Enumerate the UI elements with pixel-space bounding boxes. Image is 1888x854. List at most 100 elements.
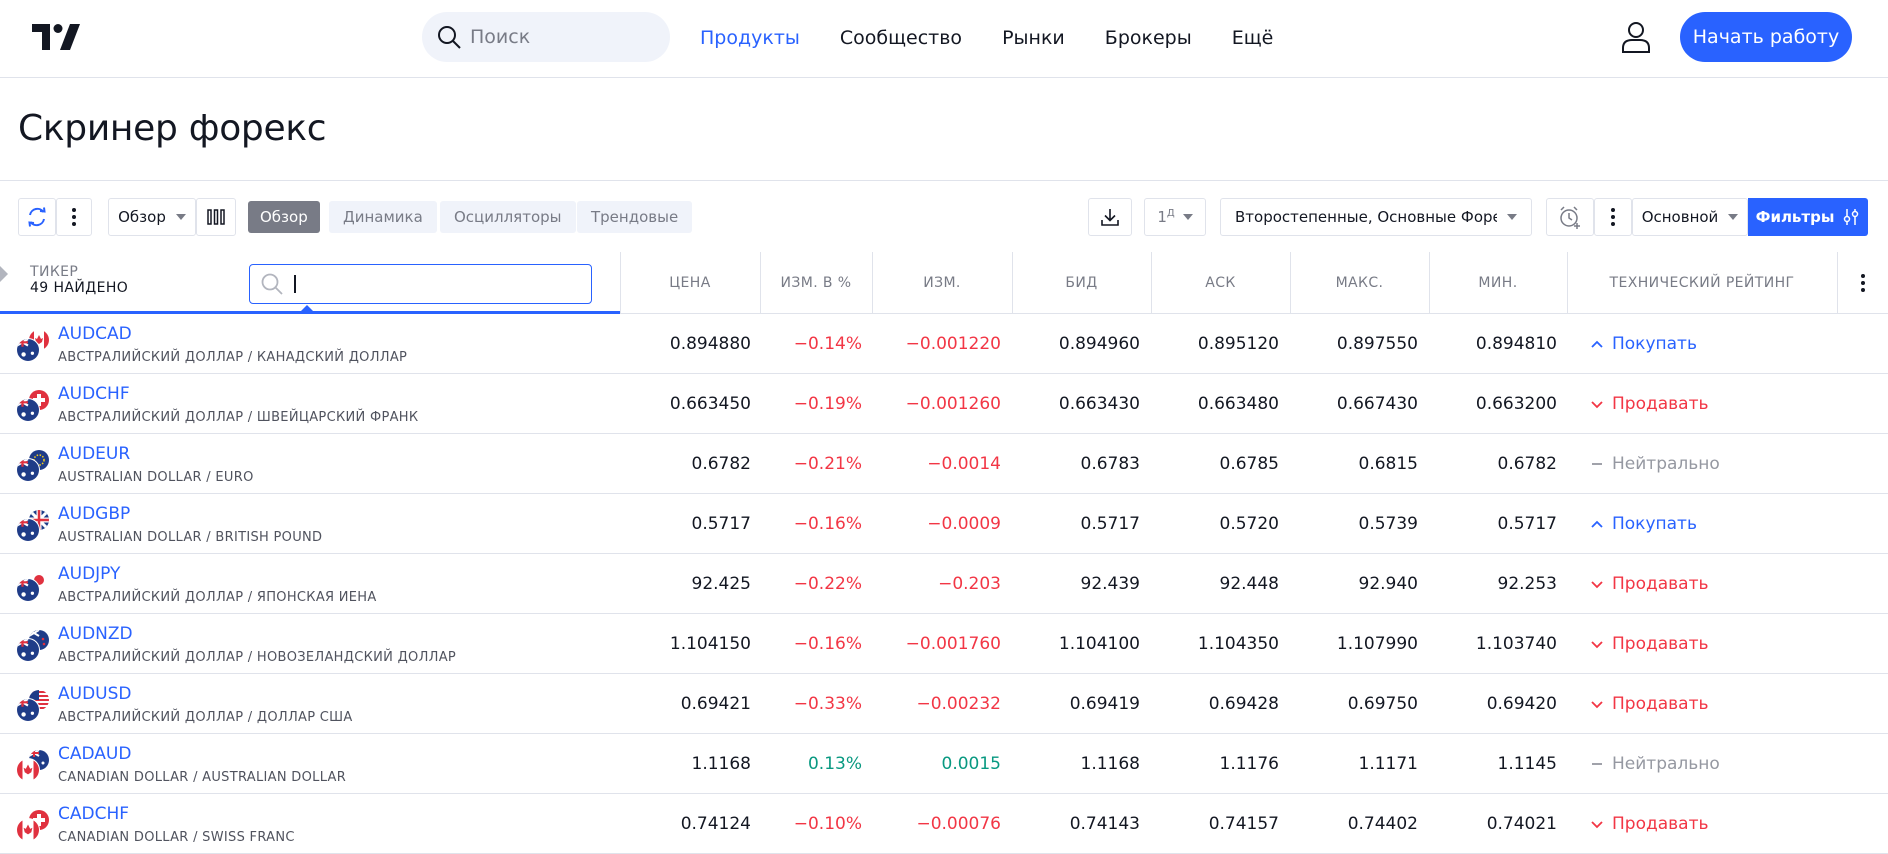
ticker-symbol-link[interactable]: AUDEUR xyxy=(58,444,131,464)
cell-price: 0.74124 xyxy=(680,814,751,834)
cell-high: 0.6815 xyxy=(1358,454,1418,474)
cell-change-pct: −0.19% xyxy=(793,394,862,414)
table-row[interactable]: CADCHF CANADIAN DOLLAR / SWISS FRANC 0.741… xyxy=(0,794,1888,854)
ticker-description: AUSTRALIAN DOLLAR / BRITISH POUND xyxy=(58,530,323,545)
cell-low: 0.663200 xyxy=(1475,394,1557,414)
ticker-symbol-link[interactable]: AUDJPY xyxy=(58,564,121,584)
table-row[interactable]: AUDNZD АВСТРАЛИЙСКИЙ ДОЛЛАР / НОВОЗЕЛАНДС… xyxy=(0,614,1888,674)
refresh-button[interactable] xyxy=(18,198,56,236)
global-search[interactable]: Поиск xyxy=(422,12,670,62)
cell-ask: 0.6785 xyxy=(1219,454,1279,474)
cell-high: 0.667430 xyxy=(1336,394,1418,414)
col-high[interactable]: МАКС. xyxy=(1335,275,1384,291)
tech-rating: Покупать xyxy=(1590,494,1697,554)
panel-toggle-icon[interactable] xyxy=(0,266,8,282)
tab-trends[interactable]: Трендовые xyxy=(577,201,693,233)
nav-brokers[interactable]: Брокеры xyxy=(1104,27,1192,49)
col-price[interactable]: ЦЕНА xyxy=(669,275,711,291)
ticker-symbol-link[interactable]: CADCHF xyxy=(58,804,130,824)
nav-community[interactable]: Сообщество xyxy=(839,27,963,49)
ticker-column-header[interactable]: ТИКЕР 49 НАЙДЕНО xyxy=(30,264,128,296)
ticker-symbol-link[interactable]: CADAUD xyxy=(58,744,132,764)
tradingview-logo-icon[interactable] xyxy=(32,24,80,50)
alert-more-button[interactable] xyxy=(1594,198,1632,236)
table-row[interactable]: AUDCAD АВСТРАЛИЙСКИЙ ДОЛЛАР / КАНАДСКИЙ Д… xyxy=(0,314,1888,374)
export-button[interactable] xyxy=(1088,198,1132,236)
tab-overview[interactable]: Обзор xyxy=(248,201,320,233)
tab-performance[interactable]: Динамика xyxy=(329,201,437,233)
ticker-symbol-link[interactable]: AUDCHF xyxy=(58,384,130,404)
tech-rating-label: Продавать xyxy=(1612,634,1709,654)
col-change-pct[interactable]: ИЗМ. В % xyxy=(780,275,852,291)
cell-price: 1.1168 xyxy=(691,754,751,774)
table-row[interactable]: AUDEUR AUSTRALIAN DOLLAR / EURO 0.6782 −0.2… xyxy=(0,434,1888,494)
cell-bid: 0.5717 xyxy=(1080,514,1140,534)
start-button[interactable]: Начать работу xyxy=(1680,12,1852,62)
chevron-up-icon xyxy=(1591,340,1603,348)
cell-price: 0.69421 xyxy=(680,694,751,714)
columns-button[interactable] xyxy=(196,198,236,236)
cell-price: 0.5717 xyxy=(691,514,751,534)
cell-ask: 0.663480 xyxy=(1197,394,1279,414)
col-low[interactable]: МИН. xyxy=(1478,275,1518,291)
ticker-symbol-link[interactable]: AUDUSD xyxy=(58,684,132,704)
ticker-description: АВСТРАЛИЙСКИЙ ДОЛЛАР / ШВЕЙЦАРСКИЙ ФРАНК xyxy=(58,410,419,425)
chevron-down-icon xyxy=(1728,214,1739,220)
cell-low: 0.894810 xyxy=(1475,334,1557,354)
cell-change: −0.203 xyxy=(938,574,1001,594)
columns-menu-button[interactable] xyxy=(1837,252,1888,314)
preset-select[interactable]: Основной xyxy=(1632,198,1748,236)
view-select[interactable]: Обзор xyxy=(108,198,196,236)
table-row[interactable]: AUDCHF АВСТРАЛИЙСКИЙ ДОЛЛАР / ШВЕЙЦАРСКИЙ… xyxy=(0,374,1888,434)
more-vertical-icon xyxy=(1611,208,1615,226)
alert-button[interactable] xyxy=(1546,198,1594,236)
col-bid[interactable]: БИД xyxy=(1065,275,1098,291)
ticker-column-active-indicator xyxy=(0,311,620,314)
page-title: Скринер форекс xyxy=(18,108,327,149)
tech-rating-label: Продавать xyxy=(1612,814,1709,834)
ticker-description: АВСТРАЛИЙСКИЙ ДОЛЛАР / ДОЛЛАР США xyxy=(58,710,353,725)
cell-price: 92.425 xyxy=(691,574,751,594)
interval-select[interactable]: 1Д xyxy=(1144,198,1206,236)
more-menu-button[interactable] xyxy=(56,198,92,236)
table-row[interactable]: AUDGBP AUSTRALIAN DOLLAR / BRITISH POUND 0… xyxy=(0,494,1888,554)
currency-flags-icon xyxy=(17,390,49,422)
table-row[interactable]: AUDJPY АВСТРАЛИЙСКИЙ ДОЛЛАР / ЯПОНСКАЯ ИЕ… xyxy=(0,554,1888,614)
cell-bid: 92.439 xyxy=(1080,574,1140,594)
ticker-symbol-link[interactable]: AUDCAD xyxy=(58,324,132,344)
markets-select[interactable]: Второстепенные, Основные Форек... xyxy=(1220,198,1532,236)
ticker-symbol-link[interactable]: AUDNZD xyxy=(58,624,133,644)
interval-value: 1Д xyxy=(1157,208,1175,226)
nav-products[interactable]: Продукты xyxy=(700,27,800,49)
column-divider xyxy=(1012,252,1013,314)
cell-low: 0.74021 xyxy=(1486,814,1557,834)
cell-ask: 1.1176 xyxy=(1219,754,1279,774)
nav-more[interactable]: Ещё xyxy=(1231,27,1274,49)
col-change[interactable]: ИЗМ. xyxy=(923,275,961,291)
cell-price: 1.104150 xyxy=(669,634,751,654)
tab-oscillators[interactable]: Осцилляторы xyxy=(440,201,576,233)
currency-flags-icon xyxy=(17,690,49,722)
cell-change-pct: −0.10% xyxy=(793,814,862,834)
col-ask[interactable]: АСК xyxy=(1205,275,1236,291)
cell-ask: 1.104350 xyxy=(1197,634,1279,654)
user-icon[interactable] xyxy=(1620,20,1652,54)
nav-markets[interactable]: Рынки xyxy=(1002,27,1065,49)
chevron-down-icon xyxy=(1591,581,1603,589)
filters-button[interactable]: Фильтры xyxy=(1748,198,1868,236)
ticker-description: AUSTRALIAN DOLLAR / EURO xyxy=(58,470,254,485)
chevron-down-icon xyxy=(1591,641,1603,649)
cell-bid: 0.6783 xyxy=(1080,454,1140,474)
cell-change-pct: −0.16% xyxy=(793,514,862,534)
cell-change: −0.0014 xyxy=(927,454,1001,474)
column-divider xyxy=(620,252,621,314)
tech-rating: Нейтрально xyxy=(1590,434,1720,494)
col-tech-rating[interactable]: ТЕХНИЧЕСКИЙ РЕЙТИНГ xyxy=(1609,275,1795,291)
table-row[interactable]: CADAUD CANADIAN DOLLAR / AUSTRALIAN DOLLA… xyxy=(0,734,1888,794)
global-search-placeholder: Поиск xyxy=(470,26,531,48)
table-row[interactable]: AUDUSD АВСТРАЛИЙСКИЙ ДОЛЛАР / ДОЛЛАР США 0… xyxy=(0,674,1888,734)
currency-flags-icon xyxy=(17,630,49,662)
ticker-search-input[interactable] xyxy=(249,264,592,304)
main-nav: Продукты Сообщество Рынки Брокеры Ещё xyxy=(700,0,1313,76)
ticker-symbol-link[interactable]: AUDGBP xyxy=(58,504,131,524)
